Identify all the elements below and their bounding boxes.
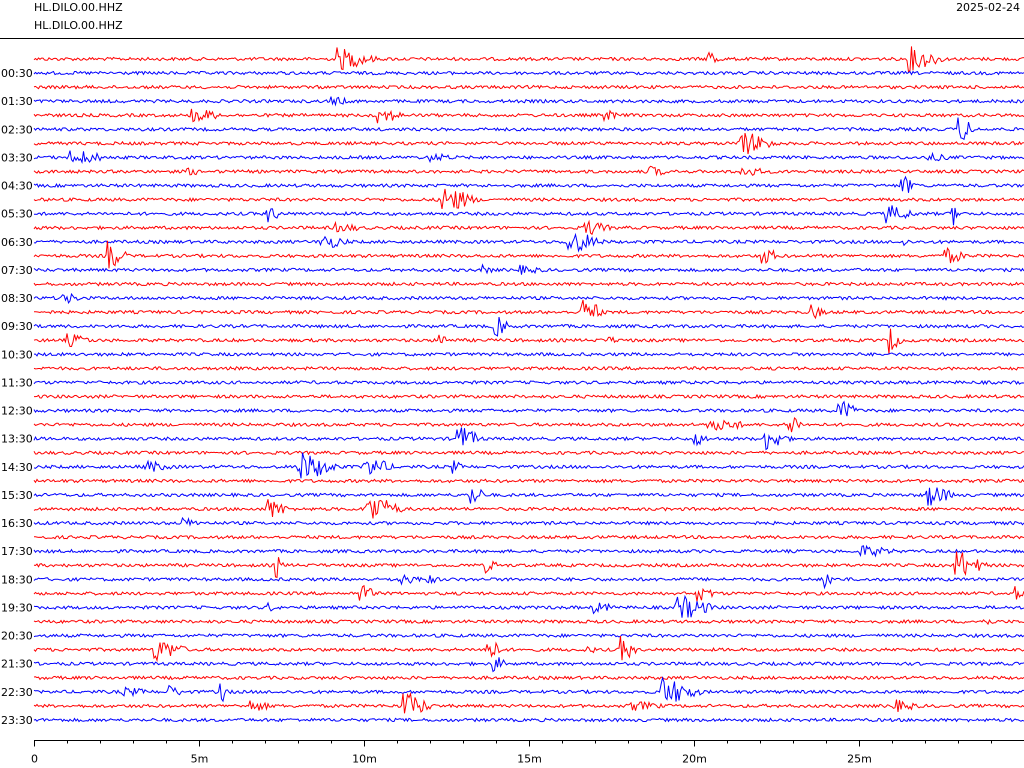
y-tick-label: 02:30	[1, 123, 33, 136]
y-tick-label: 11:30	[1, 376, 33, 389]
y-tick-label: 07:30	[1, 264, 33, 277]
trace	[33, 117, 1024, 141]
trace	[33, 478, 1024, 484]
trace	[33, 516, 1024, 527]
y-tick-label: 22:30	[1, 686, 33, 699]
y-tick-label: 17:30	[1, 545, 33, 558]
trace	[33, 618, 1024, 626]
trace	[33, 632, 1024, 639]
trace	[33, 263, 1024, 275]
trace	[34, 351, 1024, 357]
trace	[33, 240, 1024, 269]
y-tick-label: 21:30	[1, 658, 33, 671]
date: 2025-02-24	[956, 1, 1020, 14]
x-tick-label: 15m	[517, 753, 542, 766]
trace	[33, 635, 1024, 663]
y-tick-label: 13:30	[1, 433, 33, 446]
y-tick-label: 12:30	[1, 405, 33, 418]
station-subtitle: HL.DILO.00.HHZ	[34, 19, 123, 32]
trace	[33, 657, 1024, 673]
trace	[33, 70, 1024, 76]
y-tick-label: 10:30	[1, 348, 33, 361]
trace	[33, 544, 1024, 558]
trace	[33, 676, 1024, 703]
trace	[33, 165, 1024, 177]
x-tick-label: 10m	[352, 753, 377, 766]
trace	[34, 534, 1024, 540]
trace	[33, 108, 1024, 124]
x-tick-label: 5m	[191, 753, 209, 766]
y-tick-label: 04:30	[1, 180, 33, 193]
y-tick-label: 00:30	[1, 67, 33, 80]
trace	[33, 365, 1024, 371]
trace	[33, 379, 1024, 386]
y-tick-label: 01:30	[1, 95, 33, 108]
trace	[33, 188, 1024, 209]
trace	[33, 573, 1024, 590]
trace	[33, 232, 1024, 253]
y-tick-label: 15:30	[1, 489, 33, 502]
trace	[33, 219, 1024, 236]
y-tick-label: 05:30	[1, 208, 33, 221]
trace	[33, 487, 1024, 506]
y-tick-label: 08:30	[1, 292, 33, 305]
trace	[33, 328, 1024, 355]
trace	[33, 499, 1024, 519]
trace	[33, 551, 1024, 579]
trace	[33, 691, 1024, 714]
trace	[33, 427, 1024, 451]
station-title: HL.DILO.00.HHZ	[34, 1, 123, 14]
trace	[33, 400, 1024, 417]
trace	[33, 717, 1024, 723]
trace	[34, 393, 1024, 400]
trace	[33, 675, 1024, 681]
y-tick-label: 09:30	[1, 320, 33, 333]
trace	[33, 84, 1024, 90]
trace	[33, 150, 1024, 164]
y-tick-label: 16:30	[1, 517, 33, 530]
trace	[33, 132, 1024, 155]
trace	[33, 46, 1024, 73]
trace	[33, 417, 1024, 433]
trace	[33, 96, 1024, 107]
trace	[33, 316, 1024, 337]
y-tick-label: 03:30	[1, 151, 33, 164]
x-tick-label: 0	[31, 753, 38, 766]
y-tick-label: 14:30	[1, 461, 33, 474]
trace	[33, 452, 1024, 479]
y-tick-label: 19:30	[1, 601, 33, 614]
trace	[33, 450, 1024, 456]
y-tick-label: 20:30	[1, 630, 33, 643]
trace	[33, 281, 1024, 287]
trace	[33, 175, 1024, 193]
y-tick-label: 23:30	[1, 714, 33, 727]
y-tick-label: 18:30	[1, 573, 33, 586]
trace	[34, 205, 1024, 226]
y-tick-label: 06:30	[1, 236, 33, 249]
trace	[33, 299, 1024, 320]
trace	[33, 594, 1024, 618]
trace	[33, 584, 1024, 602]
trace	[33, 292, 1024, 305]
x-tick-label: 20m	[682, 753, 707, 766]
x-tick-label: 25m	[847, 753, 872, 766]
